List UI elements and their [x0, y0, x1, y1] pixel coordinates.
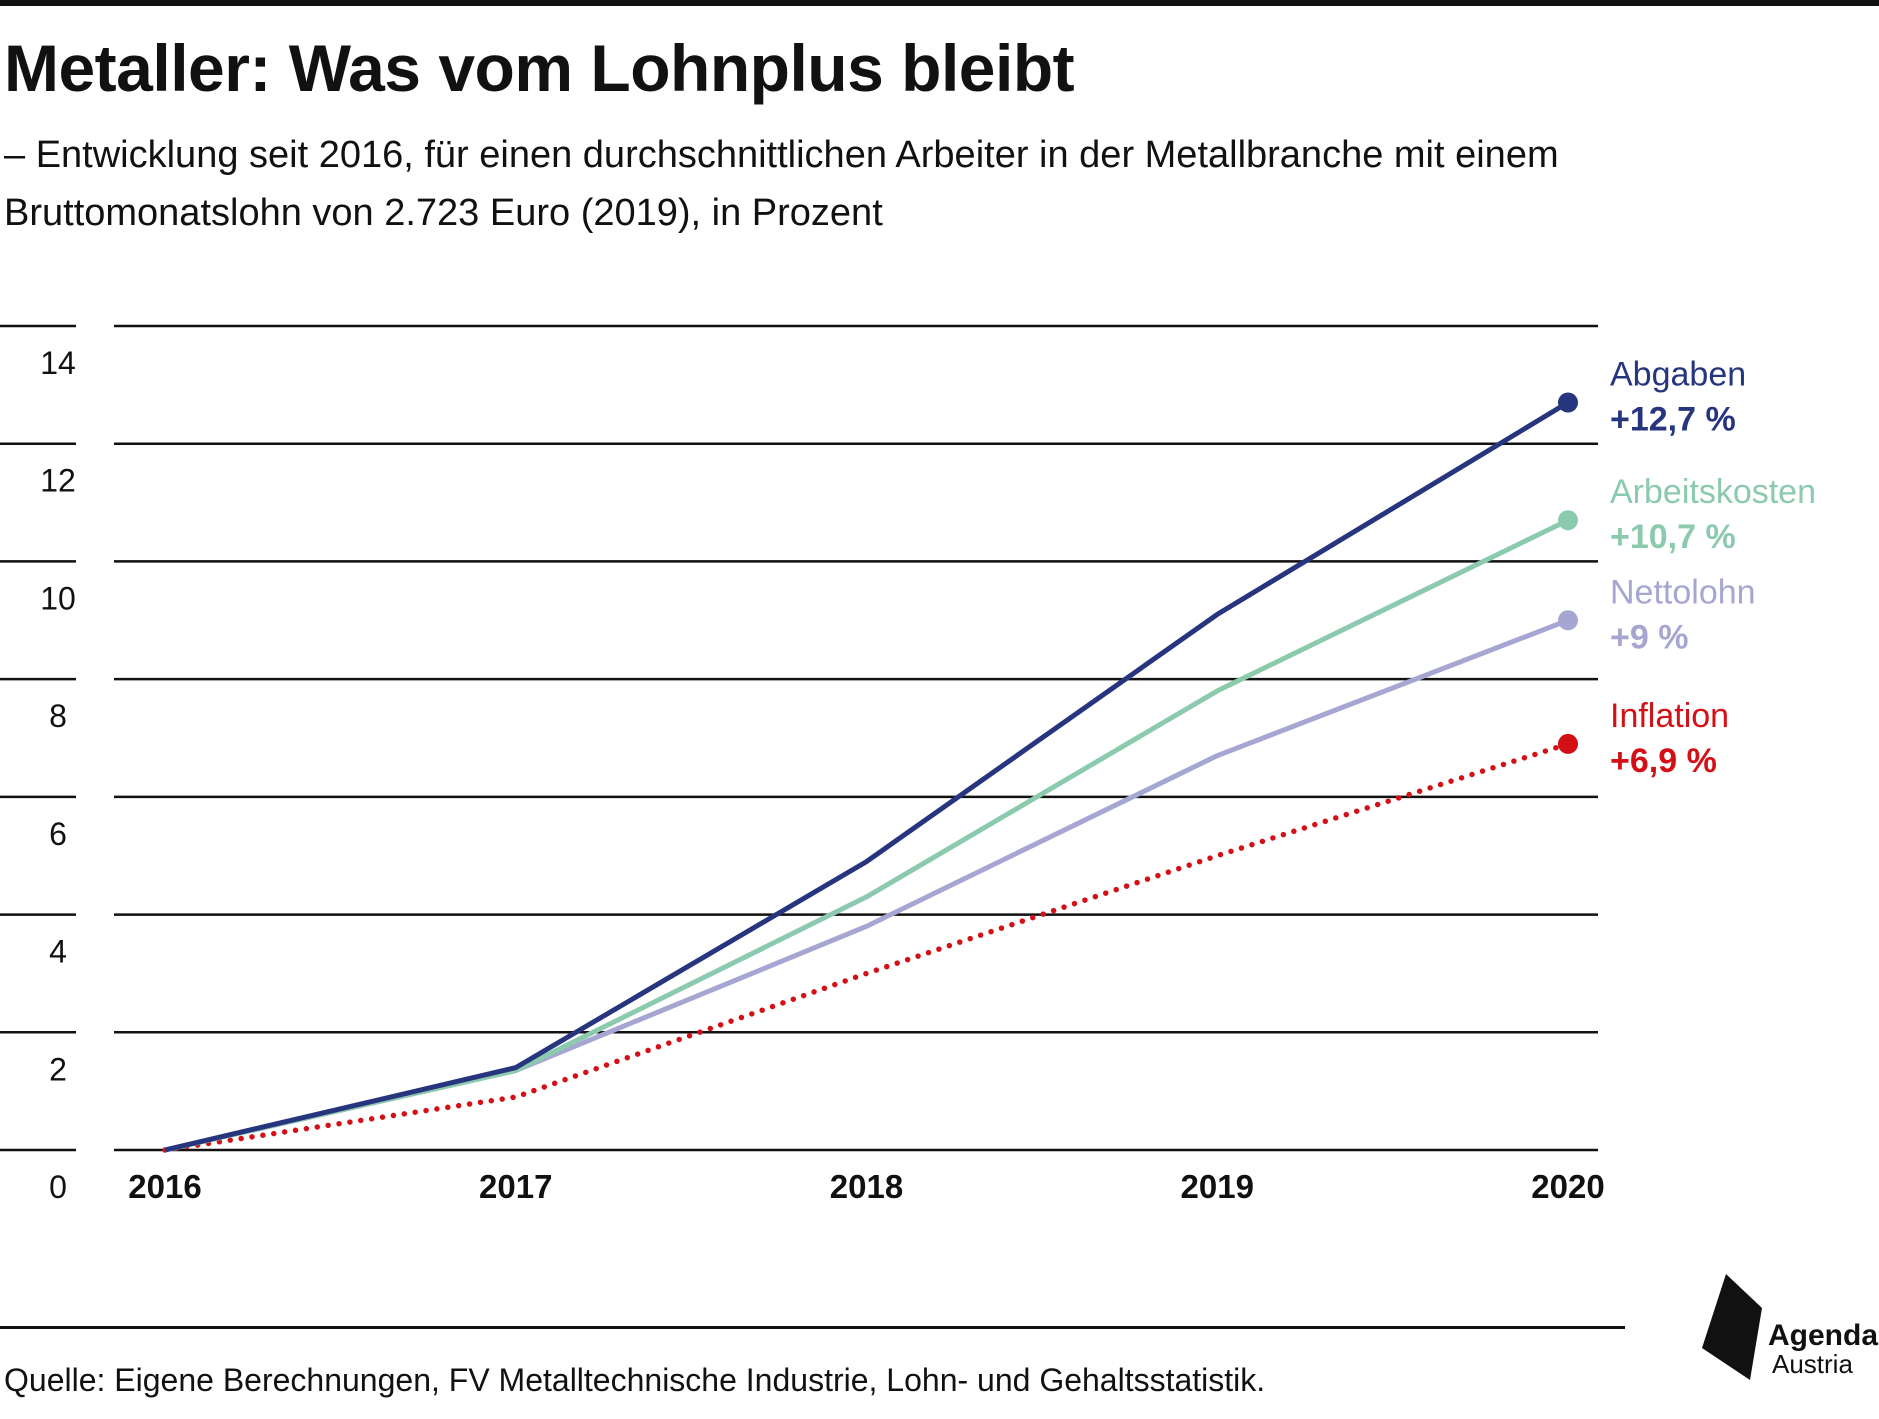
series-name-label: Arbeitskosten	[1610, 473, 1816, 511]
x-tick-label: 2016	[128, 1168, 201, 1205]
y-tick-label: 6	[49, 816, 67, 852]
logo-mark-icon	[1702, 1274, 1762, 1380]
series-value-label: +12,7 %	[1610, 401, 1736, 439]
y-tick-label: 12	[40, 463, 76, 499]
series-name-label: Inflation	[1610, 697, 1729, 735]
series-lines	[162, 392, 1578, 1153]
gridlines	[0, 324, 1598, 1152]
x-tick-label: 2018	[830, 1168, 903, 1205]
chart-title: Metaller: Was vom Lohnplus bleibt	[4, 31, 1075, 105]
series-value-label: +9 %	[1610, 618, 1688, 656]
y-tick-label: 0	[49, 1169, 67, 1205]
series-endpoint-abgaben	[1558, 392, 1578, 413]
series-value-label: +6,9 %	[1610, 742, 1717, 780]
bottom-rule	[0, 1326, 1625, 1329]
y-tick-label: 10	[40, 580, 76, 616]
y-tick-label: 2	[49, 1051, 67, 1087]
series-name-label: Nettolohn	[1610, 573, 1756, 611]
top-rule	[0, 0, 1879, 6]
series-end-labels: Abgaben +12,7 % Arbeitskosten +10,7 % Nettol…	[1610, 356, 1816, 780]
line-chart: 0 2 4 6 8 10 12 14 2016 2017 2018 2019 2020 Abgaben…	[0, 324, 1816, 1205]
series-endpoint-nettolohn	[1558, 610, 1578, 631]
x-tick-label: 2020	[1531, 1168, 1604, 1205]
x-axis-tick-labels: 2016 2017 2018 2019 2020	[128, 1168, 1604, 1205]
series-line-abgaben	[164, 400, 1570, 1153]
source-note: Quelle: Eigene Berechnungen, FV Metallte…	[4, 1362, 1266, 1398]
series-line-nettolohn	[164, 617, 1569, 1153]
x-tick-label: 2019	[1181, 1168, 1254, 1205]
y-tick-label: 14	[40, 345, 76, 381]
agenda-austria-logo: Agenda Austria	[1702, 1274, 1878, 1380]
logo-text-line1: Agenda	[1768, 1319, 1878, 1352]
series-value-label: +10,7 %	[1610, 518, 1736, 556]
logo-text-line2: Austria	[1772, 1349, 1853, 1379]
series-endpoint-arbeitskosten	[1558, 510, 1578, 531]
series-name-label: Abgaben	[1610, 356, 1746, 394]
y-tick-label: 8	[49, 698, 67, 734]
x-tick-label: 2017	[479, 1168, 552, 1205]
series-line-arbeitskosten	[164, 517, 1570, 1153]
series-endpoint-inflation	[1558, 733, 1578, 754]
series-line-inflation	[162, 741, 1571, 1153]
y-axis-tick-labels: 0 2 4 6 8 10 12 14	[40, 345, 76, 1205]
chart-subtitle: – Entwicklung seit 2016, für einen durch…	[4, 134, 1559, 234]
y-tick-label: 4	[49, 934, 67, 970]
